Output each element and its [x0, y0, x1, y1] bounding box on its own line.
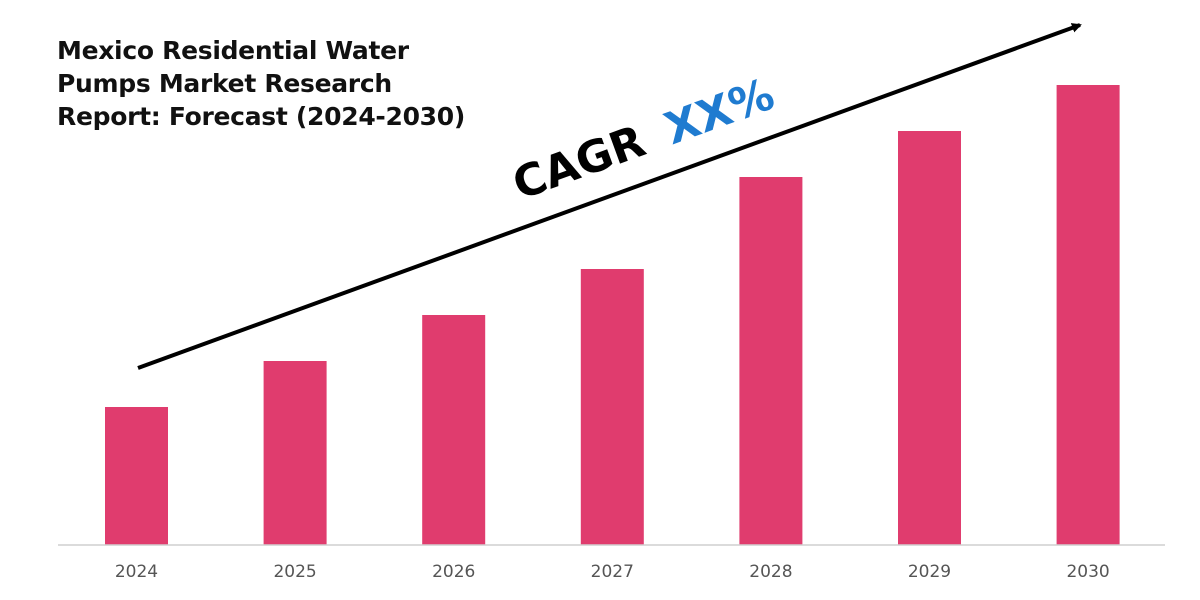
chart-title: Mexico Residential Water Pumps Market Re… [57, 36, 465, 131]
trend-arrow [137, 23, 1082, 370]
bar-2027 [580, 269, 644, 545]
bar-2026 [422, 315, 486, 545]
bar-2030 [1056, 85, 1120, 545]
x-tick-label: 2026 [432, 562, 475, 582]
bar-2025 [263, 361, 327, 545]
cagr-label: CAGR [506, 116, 652, 211]
bar-2029 [898, 131, 961, 545]
x-tick-label: 2025 [273, 562, 316, 582]
x-tick-label: 2027 [591, 562, 634, 582]
x-tick-label: 2030 [1066, 562, 1109, 582]
bar-2028 [739, 177, 803, 545]
x-tick-label: 2029 [908, 562, 951, 582]
x-tick-label: 2028 [749, 562, 792, 582]
x-tick-label: 2024 [115, 562, 158, 582]
bar-2024 [105, 407, 168, 545]
